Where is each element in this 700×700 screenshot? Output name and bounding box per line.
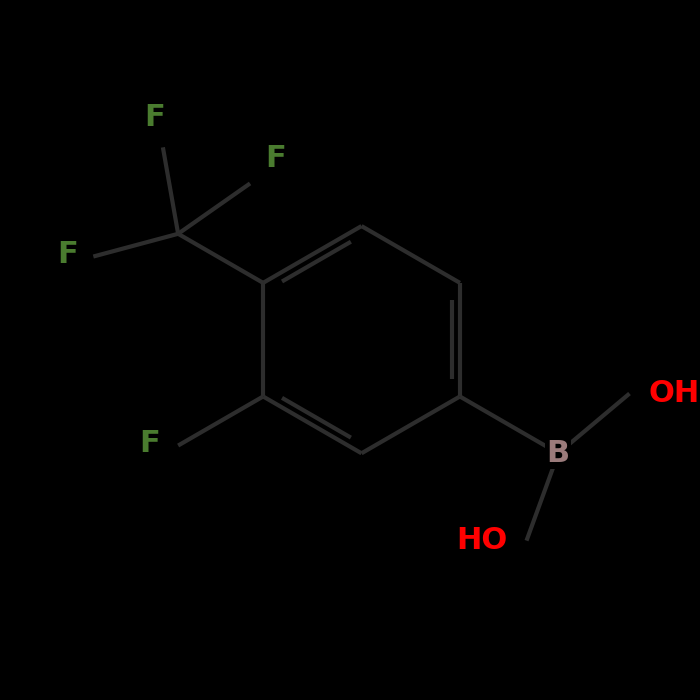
Text: OH: OH — [648, 379, 699, 408]
Text: F: F — [144, 103, 165, 132]
Text: HO: HO — [456, 526, 508, 555]
Text: B: B — [547, 439, 570, 468]
Text: F: F — [139, 429, 160, 458]
Text: F: F — [57, 240, 78, 269]
Text: F: F — [265, 144, 286, 173]
